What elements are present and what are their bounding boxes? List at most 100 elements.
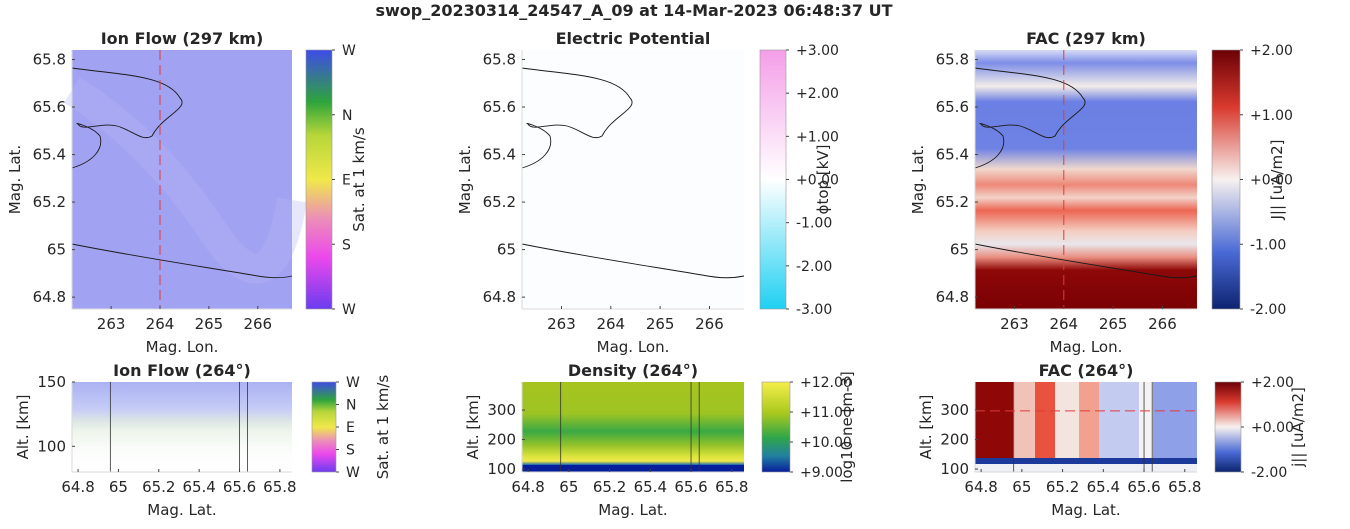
x-tick-label: 65	[109, 478, 128, 496]
colorbar-tick-label: W	[346, 465, 360, 481]
colorbar-tick-label: N	[346, 398, 356, 414]
panel-title: FAC (264°)	[1039, 361, 1134, 380]
panel-title: Electric Potential	[556, 29, 711, 48]
x-tick-label: 64.8	[511, 478, 544, 496]
colorbar-tick-label: W	[342, 302, 356, 318]
colorbar-label: J|| [uA/m2]	[1268, 140, 1286, 221]
x-tick-label: 265	[195, 315, 224, 333]
panel-ion-flow-cut: 64.8 65 65.2 65.4 65.6 65.8 100 150 Ion Flow (26…	[14, 361, 392, 519]
colorbar-label: j|| [uA/m2]	[1289, 387, 1307, 468]
colorbar-tick-label: +10.00	[800, 435, 852, 451]
x-tick-label: 65.2	[1046, 478, 1079, 496]
colorbar-label: Sat. at 1 km/s	[374, 375, 392, 480]
x-axis-label: Mag. Lon.	[597, 338, 670, 356]
y-tick-label: 65.2	[33, 193, 66, 211]
panel-fac-map: 263 264 265 266 64.8 65 65.2 65.4 65.6 65.8 FAC (2…	[909, 29, 1293, 356]
y-tick-label: 200	[940, 431, 969, 449]
colorbar-label: ϕtop [kV]	[814, 145, 832, 215]
x-tick-label: 266	[243, 315, 272, 333]
y-tick-label: 65	[497, 241, 516, 259]
fac-band	[1013, 382, 1035, 462]
y-tick-label: 65	[950, 241, 969, 259]
colorbar	[759, 49, 787, 310]
y-tick-label: 300	[940, 401, 969, 419]
colorbar-label: Sat. at 1 km/s	[350, 127, 368, 232]
panel-title: FAC (297 km)	[1026, 29, 1146, 48]
x-tick-label: 65.8	[1168, 478, 1201, 496]
panel-fac-cut: 64.8 65 65.2 65.4 65.6 65.8 100 200 300 FAC (264°…	[917, 361, 1307, 519]
y-tick-label: 100	[487, 460, 516, 478]
plot-area	[72, 50, 292, 309]
y-tick-label: 65.4	[936, 146, 969, 164]
panel-title: Density (264°)	[568, 361, 698, 380]
boundary-curve-south	[71, 243, 293, 279]
x-tick-label: 263	[547, 315, 576, 333]
x-tick-label: 65.8	[715, 478, 748, 496]
x-tick-label: 65	[1012, 478, 1031, 496]
fac-band	[1099, 382, 1139, 462]
figure-title: swop_20230314_24547_A_09 at 14-Mar-2023 …	[375, 1, 892, 20]
colorbar-tick-label: W	[346, 375, 360, 391]
fac-band	[1055, 382, 1079, 462]
x-tick-label: 65.4	[634, 478, 667, 496]
y-tick-label: 300	[487, 401, 516, 419]
y-tick-label: 65.2	[483, 193, 516, 211]
colorbar-tick-label: -1.00	[796, 216, 832, 232]
y-axis-label: Mag. Lat.	[6, 145, 24, 214]
y-tick-label: 65.8	[33, 51, 66, 69]
colorbar	[1211, 49, 1241, 310]
low-density-layer	[522, 465, 744, 472]
x-tick-label: 263	[97, 315, 126, 333]
x-tick-label: 266	[695, 315, 724, 333]
x-tick-label: 263	[1000, 315, 1029, 333]
x-tick-label: 65.4	[1087, 478, 1120, 496]
colorbar-tick-label: +12.00	[800, 375, 852, 391]
colorbar-tick-label: +0.00	[1251, 420, 1294, 436]
colorbar	[305, 49, 333, 310]
panel-electric-potential-map: 263 264 265 266 64.8 65 65.2 65.4 65.6 65.8 Electr…	[456, 29, 839, 356]
plot-area	[72, 382, 292, 472]
colorbar-tick-label: +2.00	[1250, 43, 1293, 59]
colorbar-tick-label: +1.00	[796, 129, 839, 145]
y-axis-label: Mag. Lat.	[456, 145, 474, 214]
x-tick-label: 65.2	[593, 478, 626, 496]
colorbar	[311, 381, 337, 473]
y-tick-label: 65.4	[483, 146, 516, 164]
x-axis-label: Mag. Lat.	[147, 501, 216, 519]
boundary-curve-south	[521, 243, 745, 279]
x-tick-label: 266	[1148, 315, 1177, 333]
x-axis-label: Mag. Lat.	[1051, 501, 1120, 519]
colorbar	[1214, 381, 1242, 473]
y-tick-label: 65	[47, 241, 66, 259]
boundary-curve-north	[71, 67, 183, 169]
y-tick-label: 65.4	[33, 146, 66, 164]
colorbar-tick-label: -2.00	[796, 259, 832, 275]
x-tick-label: 65.6	[674, 478, 707, 496]
y-tick-label: 65.8	[936, 51, 969, 69]
x-tick-label: 264	[596, 315, 625, 333]
colorbar-tick-label: -3.00	[796, 302, 832, 318]
y-tick-label: 64.8	[483, 288, 516, 306]
colorbar-tick-label: +2.00	[796, 86, 839, 102]
y-axis-label: Alt. [km]	[464, 395, 482, 460]
colorbar-tick-label: +9.00	[800, 465, 843, 481]
boundary-curve-north	[521, 67, 633, 169]
colorbar-tick-label: +1.00	[1250, 108, 1293, 124]
colorbar-tick-label: -2.00	[1250, 302, 1286, 318]
y-axis-label: Mag. Lat.	[909, 145, 927, 214]
panel-title: Ion Flow (264°)	[113, 361, 251, 380]
panel-title: Ion Flow (297 km)	[101, 29, 264, 48]
x-tick-label: 264	[1049, 315, 1078, 333]
panel-density-cut: 64.8 65 65.2 65.4 65.6 65.8 100 200 300 Density (…	[464, 361, 856, 519]
fac-band	[1153, 382, 1197, 462]
colorbar-label: log10 ne [m-3]	[838, 371, 856, 483]
x-axis-label: Mag. Lat.	[598, 501, 667, 519]
x-axis-label: Mag. Lon.	[146, 338, 219, 356]
colorbar-tick-label: +0.00	[1250, 173, 1293, 189]
y-tick-label: 64.8	[936, 288, 969, 306]
fac-bottom-layer	[975, 458, 1197, 464]
y-tick-label: 65.6	[33, 98, 66, 116]
y-tick-label: 100	[940, 460, 969, 478]
plot-area	[975, 50, 1197, 309]
